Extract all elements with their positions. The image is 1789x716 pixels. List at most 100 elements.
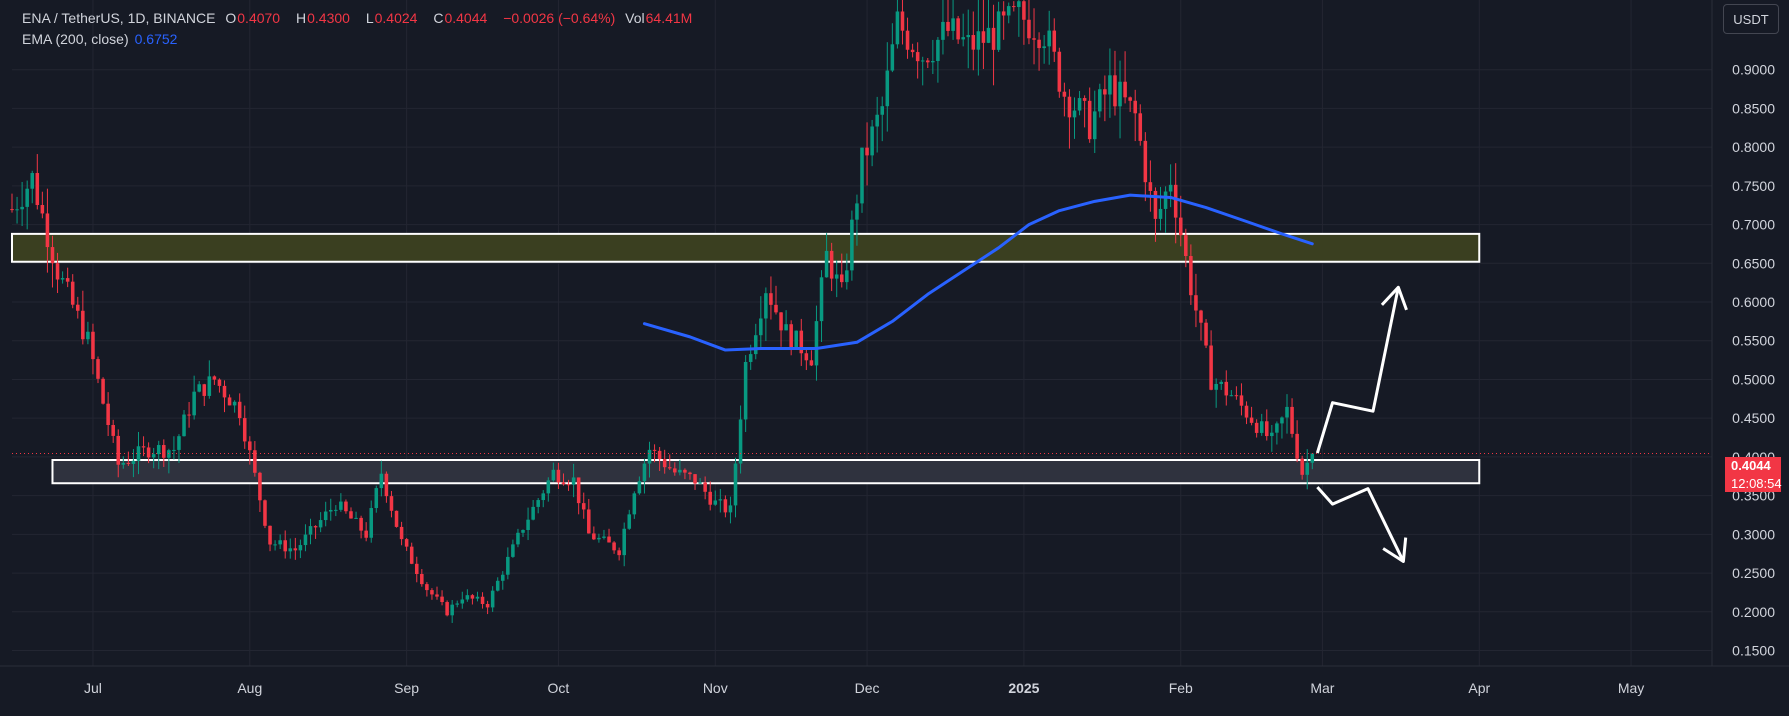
candle-body <box>40 205 45 214</box>
candle-body <box>865 147 869 156</box>
zone-rect <box>11 232 1481 263</box>
candle-body <box>146 447 151 458</box>
candle-body <box>1027 19 1031 39</box>
candle-body <box>819 277 824 322</box>
candle-body <box>359 517 363 531</box>
candle-body <box>460 599 465 604</box>
candle-body <box>440 596 444 603</box>
close-label: C <box>433 10 444 26</box>
candle-body <box>76 304 80 311</box>
candle-body <box>136 446 141 461</box>
candle-body <box>1229 395 1234 397</box>
candle-body <box>794 330 798 350</box>
candle-body <box>485 603 490 608</box>
candle-body <box>809 360 814 366</box>
candle-body <box>293 548 298 551</box>
candle-body <box>1067 96 1072 118</box>
candle-body <box>227 397 232 406</box>
candle-body <box>116 435 121 465</box>
candle-body <box>25 188 29 207</box>
candle-body <box>465 595 470 600</box>
candle-body <box>981 31 986 43</box>
candle-body <box>131 460 136 464</box>
candle-body <box>490 590 495 608</box>
candle-body <box>425 584 429 591</box>
ema-value: 0.6752 <box>134 31 178 47</box>
candle-body <box>1280 417 1284 424</box>
projection-up-arrow <box>1315 287 1400 454</box>
candle-body <box>703 482 707 492</box>
candle-body <box>1178 217 1183 236</box>
candle-body <box>561 482 566 485</box>
candle-body <box>850 219 854 271</box>
candle-body <box>192 391 196 416</box>
candle-body <box>662 459 667 468</box>
candle-body <box>470 595 475 599</box>
candle-body <box>237 401 242 419</box>
ema-200-line <box>642 193 1314 352</box>
candle-body <box>1087 100 1092 140</box>
candle-body <box>349 511 353 519</box>
candle-body <box>1123 81 1127 98</box>
candle-body <box>1270 432 1274 437</box>
candles[interactable] <box>10 0 1712 623</box>
projection-down-arrow <box>1316 486 1405 563</box>
volume-value: 64.41M <box>645 10 693 26</box>
candle-body <box>622 528 626 556</box>
candle-body <box>374 488 379 509</box>
candle-body <box>769 293 773 305</box>
candle-body <box>804 353 809 361</box>
candle-body <box>207 376 212 396</box>
candle-body <box>506 556 510 575</box>
candle-body <box>1158 208 1163 219</box>
candle-body <box>1285 406 1289 418</box>
axes[interactable]: 0.9000 0.8500 0.8000 0.7500 0.7000 0.6500 0.60… <box>0 0 1789 696</box>
candle-body <box>1184 235 1188 257</box>
candle-body <box>1047 30 1051 47</box>
candle-body <box>931 61 935 63</box>
candle-body <box>870 126 874 156</box>
candle-body <box>242 418 247 442</box>
candle-body <box>996 11 1001 50</box>
candle-body <box>111 425 115 436</box>
candle-body <box>779 312 783 331</box>
candle-body <box>50 247 55 264</box>
currency-button[interactable]: USDT <box>1723 4 1779 34</box>
candle-body <box>126 462 131 464</box>
candle-body <box>880 106 885 115</box>
candle-body <box>273 544 277 546</box>
candle-body <box>283 540 287 552</box>
candle-body <box>860 147 864 204</box>
symbol-name[interactable]: ENA / TetherUS, 1D, BINANCE <box>22 10 216 26</box>
ema-legend[interactable]: EMA (200, close) 0.6752 <box>22 31 183 47</box>
candle-body <box>156 445 161 455</box>
candle-body <box>536 500 540 507</box>
candle-body <box>602 536 606 538</box>
candle-body <box>748 354 753 362</box>
candle-body <box>1037 39 1041 49</box>
open-value: 0.4070 <box>237 10 281 26</box>
candle-body <box>683 469 687 473</box>
candle-body <box>288 548 293 552</box>
candle-body <box>384 473 389 497</box>
candle-body <box>253 450 257 473</box>
y-tick-label: 0.9000 <box>1732 62 1775 78</box>
candle-body <box>941 21 945 40</box>
x-tick-label: Aug <box>237 680 262 696</box>
candle-body <box>501 574 505 581</box>
candle-body <box>1143 140 1148 183</box>
candle-body <box>379 473 384 489</box>
candle-body <box>268 525 272 545</box>
candle-body <box>890 44 895 71</box>
y-tick-label: 0.4500 <box>1732 410 1775 426</box>
candle-body <box>151 454 156 458</box>
low-value: 0.4024 <box>374 10 418 26</box>
candle-body <box>895 11 900 45</box>
candle-body <box>197 384 201 392</box>
candle-body <box>713 500 718 505</box>
candle-body <box>976 31 981 50</box>
candle-body <box>764 293 768 319</box>
candle-body <box>1275 423 1279 433</box>
candle-body <box>799 330 804 354</box>
